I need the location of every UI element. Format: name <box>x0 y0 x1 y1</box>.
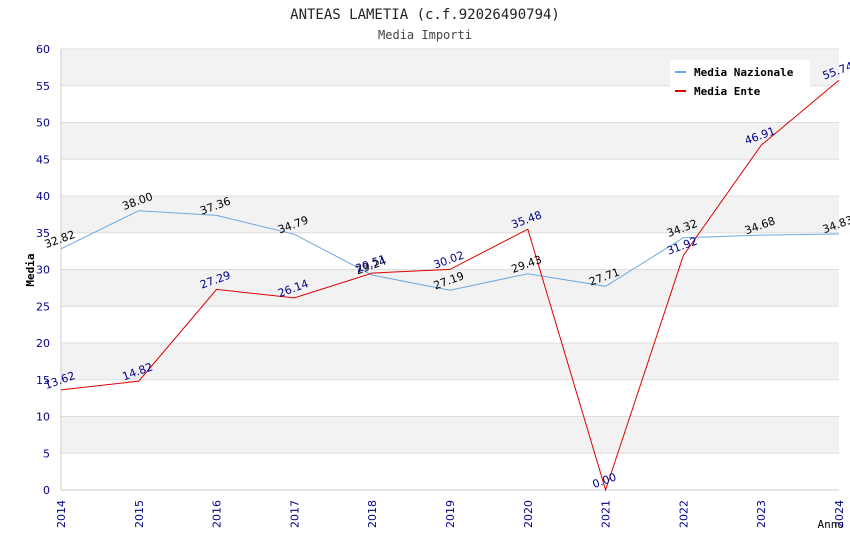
x-tick-label: 2020 <box>522 500 535 528</box>
y-tick-label: 5 <box>43 447 50 460</box>
plot-band <box>61 343 839 380</box>
y-tick-label: 45 <box>36 153 50 166</box>
series-line-media-nazionale <box>60 210 840 291</box>
legend-entry: Media Ente <box>694 85 761 98</box>
legend: Media Nazionale Media Ente <box>670 60 810 100</box>
y-tick-label: 40 <box>36 190 50 203</box>
x-tick-label: 2018 <box>366 500 379 528</box>
x-tick-label: 2023 <box>755 500 768 528</box>
y-tick-label: 35 <box>36 227 50 240</box>
series-lines <box>60 79 840 492</box>
y-axis-label: Media <box>24 253 37 286</box>
y-tick-label: 55 <box>36 80 50 93</box>
y-tick-label: 25 <box>36 300 50 313</box>
x-tick-label: 2019 <box>444 500 457 528</box>
y-tick-label: 0 <box>43 484 50 497</box>
x-tick-label: 2014 <box>55 500 68 528</box>
y-tick-label: 10 <box>36 411 50 424</box>
data-label: 30.02 <box>432 249 466 272</box>
x-axis-ticks: 2014 2015 2016 2017 2018 2019 2020 2021 2022 2023… <box>55 500 846 528</box>
plot-band <box>61 196 839 233</box>
y-tick-label: 60 <box>36 43 50 56</box>
x-tick-label: 2016 <box>211 500 224 528</box>
plot-band <box>61 416 839 454</box>
y-axis-ticks: 0 5 10 15 20 25 30 35 40 45 50 55 60 <box>36 43 50 497</box>
data-label: 0.00 <box>591 470 618 491</box>
y-tick-label: 20 <box>36 337 50 350</box>
x-axis-label: Anno <box>818 518 845 531</box>
x-tick-label: 2021 <box>600 500 613 528</box>
x-tick-label: 2022 <box>677 500 690 528</box>
legend-box <box>670 60 810 100</box>
x-tick-label: 2017 <box>288 500 301 528</box>
chart-subtitle: Media Importi <box>378 28 472 42</box>
legend-entry: Media Nazionale <box>694 66 794 79</box>
series-line-media-ente <box>60 79 840 492</box>
y-tick-label: 30 <box>36 264 50 277</box>
plot-band <box>61 269 839 307</box>
plot-background-bands <box>61 49 839 454</box>
plot-band <box>61 122 839 160</box>
y-tick-label: 50 <box>36 117 50 130</box>
chart-title: ANTEAS LAMETIA (c.f.92026490794) <box>290 7 560 23</box>
x-tick-label: 2015 <box>133 500 146 528</box>
x-tick-label: 2024 <box>833 500 846 528</box>
y-tick-label: 15 <box>36 374 50 387</box>
